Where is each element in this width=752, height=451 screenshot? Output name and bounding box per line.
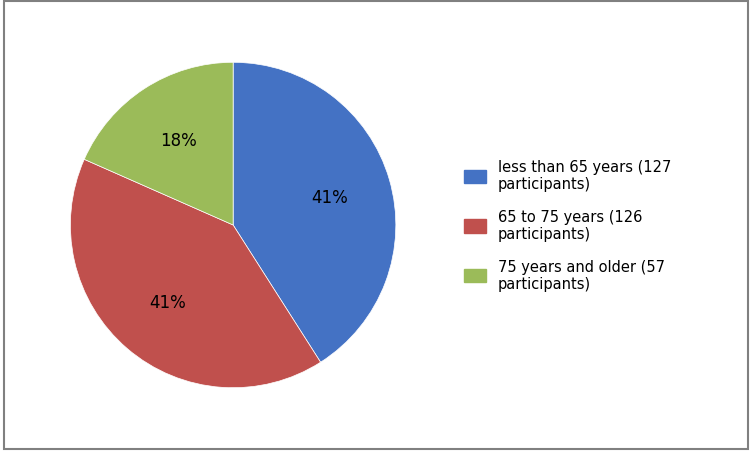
Wedge shape: [84, 63, 233, 226]
Text: 18%: 18%: [159, 132, 196, 150]
Wedge shape: [71, 160, 320, 388]
Wedge shape: [233, 63, 396, 363]
Legend: less than 65 years (127
participants), 65 to 75 years (126
participants), 75 yea: less than 65 years (127 participants), 6…: [464, 160, 671, 291]
Text: 41%: 41%: [149, 293, 186, 311]
Text: 41%: 41%: [311, 189, 348, 206]
